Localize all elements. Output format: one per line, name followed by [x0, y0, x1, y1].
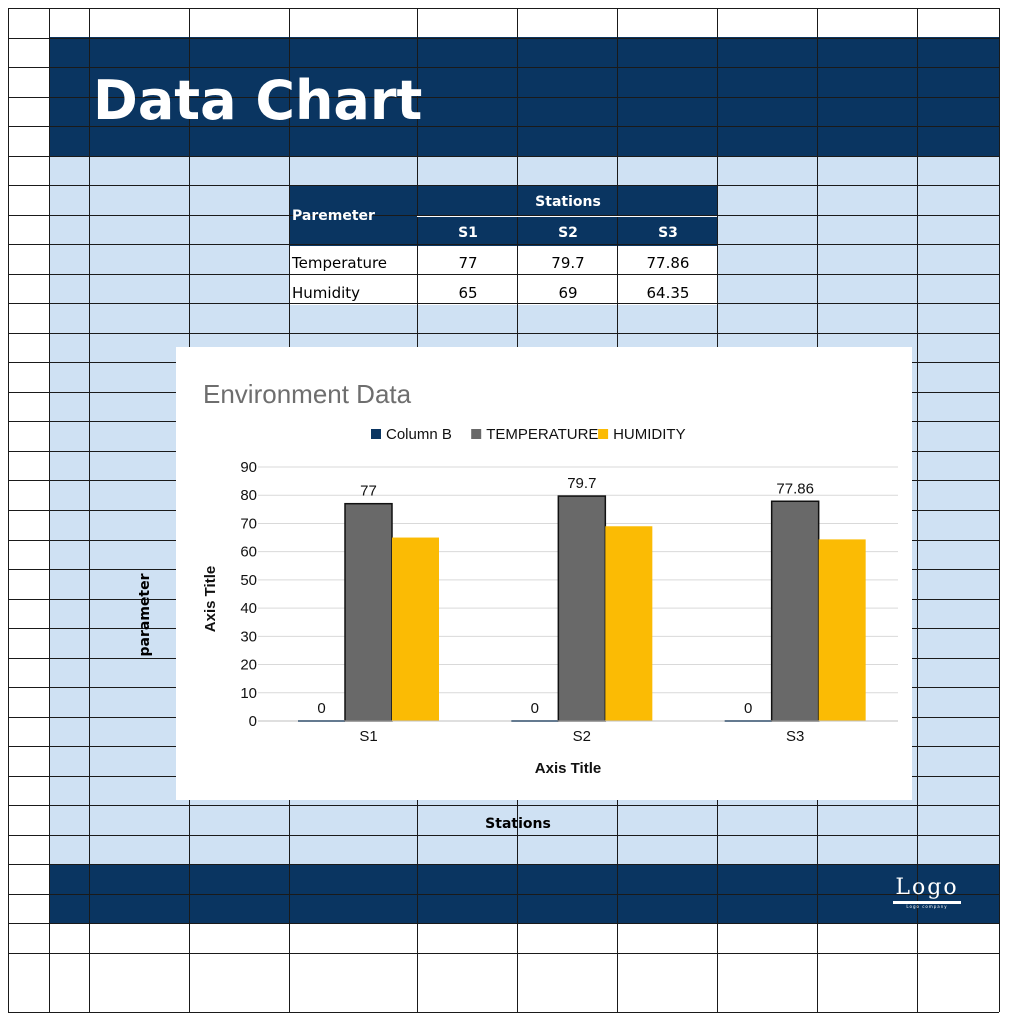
y-tick-label: 90: [240, 459, 257, 476]
y-tick-label: 50: [240, 572, 257, 589]
y-tick-label: 80: [240, 487, 257, 504]
logo-word: Logo: [893, 875, 961, 904]
bar: [818, 539, 866, 721]
data-label: 77.86: [776, 480, 814, 497]
data-label: 0: [317, 700, 325, 717]
data-label: 77: [360, 483, 377, 500]
table-cell: 79.7: [551, 254, 585, 272]
table-row-label: Humidity: [292, 284, 361, 302]
legend-swatch: [371, 429, 381, 439]
legend-label: TEMPERATURE: [486, 426, 598, 443]
x-tick-label: S2: [573, 728, 591, 745]
chart-container[interactable]: Environment Data Column B TEMPERATURE HUMID…: [176, 347, 912, 800]
chart-title: Environment Data: [203, 379, 412, 409]
legend-label: HUMIDITY: [613, 426, 686, 443]
table-cell: 69: [558, 284, 578, 302]
legend-swatch: [471, 429, 482, 439]
table-col-header: S1: [458, 225, 478, 241]
bottom-axis-label: Stations: [485, 816, 551, 832]
y-tick-label: 10: [240, 685, 257, 702]
y-tick-label: 40: [240, 600, 257, 617]
y-tick-label: 60: [240, 544, 257, 561]
table-cell: 77.86: [646, 254, 690, 272]
page-title: Data Chart: [93, 69, 423, 132]
bar-chart: Environment Data Column B TEMPERATURE HUMID…: [202, 379, 898, 777]
y-tick-label: 0: [249, 713, 257, 730]
bar: [392, 537, 439, 721]
y-tick-label: 30: [240, 628, 257, 645]
y-tick-label: 20: [240, 657, 257, 674]
table-row-label: Temperature: [292, 254, 388, 272]
side-axis-label: parameter: [137, 573, 153, 657]
legend-swatch: [598, 429, 609, 439]
header-band: [49, 37, 999, 156]
x-axis-title: Axis Title: [535, 760, 601, 777]
table-cell: 65: [458, 284, 478, 302]
table-col-header: S3: [658, 225, 678, 241]
x-tick-label: S3: [786, 728, 804, 745]
logo-subtext: Logo company: [906, 904, 948, 909]
table-cell: 77: [458, 254, 478, 272]
logo: Logo Logo company: [893, 875, 961, 910]
bar: [605, 526, 653, 721]
table-cell: 64.35: [646, 284, 690, 302]
table-group-header: Stations: [535, 194, 601, 210]
data-label: 0: [531, 700, 539, 717]
x-tick-label: S1: [359, 728, 377, 745]
data-label: 0: [744, 700, 752, 717]
table-col-header: S2: [558, 225, 578, 241]
bar: [557, 495, 607, 722]
legend-label: Column B: [386, 426, 452, 443]
bar: [344, 502, 393, 722]
y-tick-label: 70: [240, 515, 257, 532]
y-axis-title: Axis Title: [202, 566, 219, 632]
bar: [770, 500, 820, 722]
data-label: 79.7: [567, 475, 596, 492]
table-param-header: Paremeter: [292, 208, 375, 224]
